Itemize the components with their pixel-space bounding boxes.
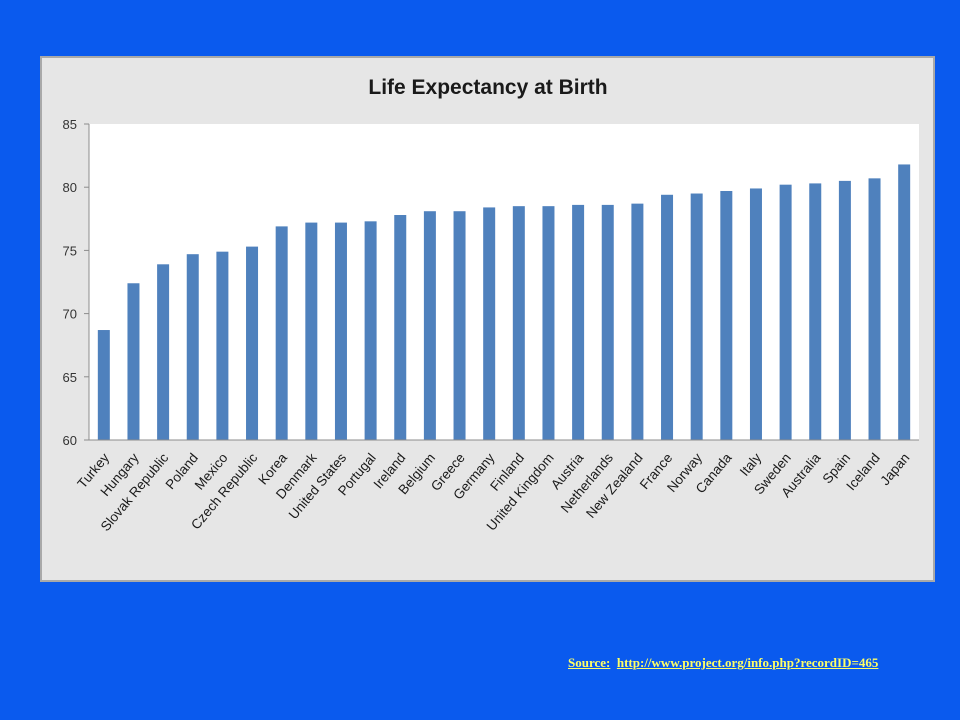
y-tick-label: 60 (63, 433, 77, 448)
bar (661, 194, 674, 440)
bar (246, 246, 259, 440)
y-tick-label: 75 (63, 243, 77, 258)
bar (97, 330, 110, 440)
bar (305, 222, 318, 440)
bar (334, 222, 347, 440)
bar (483, 207, 496, 440)
bar (898, 164, 911, 440)
source-citation: Source: http://www.project.org/info.php?… (568, 655, 878, 671)
bar (690, 193, 703, 440)
bar (601, 204, 614, 440)
bar (364, 221, 377, 440)
bar (512, 206, 525, 440)
source-link[interactable]: http://www.project.org/info.php?recordID… (616, 655, 879, 670)
y-tick-label: 85 (63, 117, 77, 132)
bar (453, 211, 466, 440)
bar (868, 178, 881, 440)
x-tick-label: Japan (877, 450, 912, 488)
bar (572, 204, 585, 440)
y-axis: 60 65 70 75 80 85 (63, 117, 90, 448)
bar (186, 254, 199, 440)
bar (542, 206, 555, 440)
bar (779, 184, 792, 440)
bar (809, 183, 822, 440)
bar (216, 251, 229, 440)
source-label: Source: (568, 655, 611, 670)
y-tick-label: 65 (63, 370, 77, 385)
y-tick-label: 80 (63, 180, 77, 195)
y-tick-label: 70 (63, 307, 77, 322)
bar (423, 211, 436, 440)
bars (97, 164, 911, 440)
bar (157, 264, 170, 440)
bar (838, 180, 851, 440)
bar-chart: Life Expectancy at Birth 60 65 70 75 80 85 Tu… (63, 76, 919, 534)
bar (749, 188, 762, 440)
chart-title: Life Expectancy at Birth (368, 76, 607, 99)
plot-area (89, 124, 919, 440)
bar (275, 226, 288, 440)
bar (720, 190, 733, 440)
bar (394, 215, 407, 440)
bar (631, 203, 644, 440)
x-tick-label: Italy (737, 450, 765, 479)
bar (127, 283, 140, 440)
chart-panel: Life Expectancy at Birth 60 65 70 75 80 85 Tu… (40, 56, 935, 582)
